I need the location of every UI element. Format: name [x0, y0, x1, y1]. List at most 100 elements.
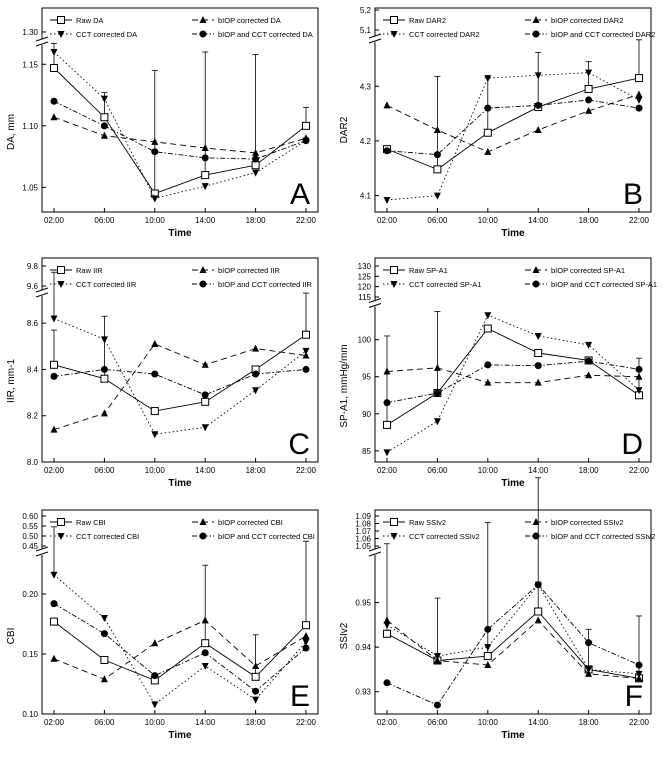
data-point	[383, 101, 391, 109]
y-tick-label: 1.15	[22, 60, 38, 69]
data-point	[534, 362, 542, 370]
y-tick-label: 120	[358, 283, 372, 292]
data-point	[433, 701, 441, 709]
series-line	[386, 327, 640, 426]
series-line	[53, 67, 307, 195]
axis-break-mark	[35, 551, 49, 557]
series-line	[53, 334, 307, 412]
data-point	[635, 104, 643, 112]
legend-entry: CCT corrected SP-A1	[409, 280, 481, 289]
data-point	[50, 97, 58, 105]
series-line	[53, 100, 307, 160]
y-tick-label: 0.94	[355, 643, 371, 652]
axis-break-mark	[35, 292, 49, 298]
y-tick-label: 0.60	[22, 512, 38, 521]
data-point	[534, 332, 542, 340]
data-point	[151, 137, 159, 145]
data-point	[484, 378, 492, 386]
series-line	[386, 367, 640, 384]
data-point	[635, 74, 643, 83]
data-point	[151, 701, 159, 709]
axis-break-mark	[368, 551, 382, 557]
legend-marker	[57, 533, 65, 540]
series-4	[50, 600, 310, 695]
y-axis-title: SP-A1, mmHg/mm	[339, 344, 350, 427]
y-tick-label: 125	[358, 272, 372, 281]
y-tick-label: 90	[362, 410, 371, 419]
legend-entry: CCT corrected DAR2	[409, 30, 480, 39]
data-point	[252, 687, 260, 695]
data-point	[251, 161, 260, 170]
x-tick-label: 06:00	[94, 216, 115, 225]
y-tick-label: 5.2	[360, 6, 372, 15]
series-2	[50, 113, 310, 156]
legend-entry: bIOP corrected SSIv2	[551, 518, 623, 527]
y-tick-label: 1.05	[22, 183, 38, 192]
legend-marker	[390, 281, 398, 288]
data-point	[201, 154, 209, 162]
data-point	[635, 661, 643, 669]
data-point	[585, 96, 593, 104]
y-tick-label: 1.09	[355, 512, 371, 521]
data-point	[100, 113, 109, 122]
data-point	[433, 389, 441, 397]
data-point	[201, 397, 210, 406]
series-2	[50, 616, 310, 683]
y-tick-label: 115	[358, 293, 371, 302]
legend-marker	[390, 518, 398, 526]
axis-break-mark	[368, 303, 382, 308]
data-point	[201, 144, 209, 151]
legend-entry: bIOP corrected SP-A1	[551, 266, 625, 275]
y-axis-title: DAR2	[339, 116, 350, 143]
data-point	[100, 630, 108, 638]
x-tick-label: 14:00	[528, 718, 549, 727]
data-point	[302, 137, 310, 145]
plot-frame	[374, 7, 652, 213]
series-4	[383, 96, 643, 159]
x-tick-label: 02:00	[44, 718, 65, 727]
series-3	[383, 69, 643, 204]
y-tick-label: 0.45	[22, 542, 38, 551]
x-tick-label: 10:00	[478, 216, 499, 225]
legend-marker	[57, 16, 65, 24]
data-point	[151, 195, 159, 203]
x-tick-label: 14:00	[528, 216, 549, 225]
series-line	[386, 99, 640, 156]
x-tick-label: 14:00	[195, 216, 216, 225]
x-axis-title: Time	[501, 730, 525, 741]
data-point	[534, 581, 542, 589]
legend-entry: Raw IIR	[76, 266, 103, 275]
data-point	[50, 113, 58, 121]
data-point	[251, 672, 260, 681]
legend-marker	[199, 16, 207, 23]
data-point	[483, 324, 492, 333]
x-tick-label: 22:00	[629, 718, 650, 727]
axis-break-mark	[35, 287, 49, 293]
series-2	[50, 339, 310, 433]
legend-marker	[532, 16, 540, 23]
x-tick-label: 10:00	[478, 718, 499, 727]
plot-frame	[41, 257, 319, 463]
y-axis-title: DA, mm	[6, 114, 17, 150]
legend-entry: bIOP and CCT corrected DA	[218, 30, 313, 39]
series-line	[53, 619, 307, 680]
data-point	[585, 341, 593, 349]
data-point	[252, 155, 260, 163]
legend-marker	[390, 266, 398, 274]
y-axis-title: SSIv2	[339, 622, 350, 649]
data-point	[433, 418, 441, 426]
legend-entry: Raw SP-A1	[409, 266, 448, 275]
legend-entry: Raw CBI	[76, 518, 106, 527]
legend-entry: bIOP and CCT corrected DAR2	[551, 30, 655, 39]
y-tick-label: 1.05	[355, 542, 371, 551]
x-tick-label: 22:00	[296, 718, 317, 727]
data-point	[201, 649, 209, 657]
data-point	[534, 349, 543, 358]
data-point	[585, 357, 593, 365]
x-tick-label: 14:00	[528, 466, 549, 475]
series-line	[53, 621, 307, 681]
data-point	[585, 69, 593, 77]
data-point	[50, 600, 58, 608]
legend-entry: CCT corrected CBI	[76, 532, 139, 541]
